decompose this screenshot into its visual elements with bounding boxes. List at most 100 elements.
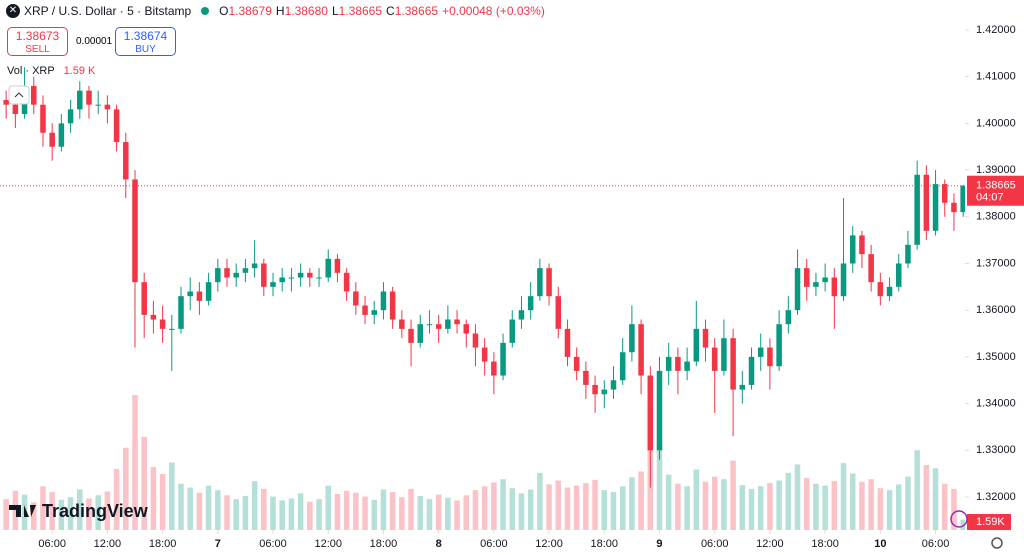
candle-body	[343, 272, 350, 292]
volume-bar	[785, 472, 792, 530]
volume-bar	[251, 481, 258, 530]
volume-bar	[426, 499, 433, 530]
candle-body	[702, 328, 709, 348]
candle-body	[840, 263, 847, 297]
candle-body	[389, 291, 396, 320]
volume-bar	[803, 477, 810, 530]
volume-bar	[684, 486, 690, 530]
candle-body	[472, 333, 479, 348]
x-tick-label: 12:00	[756, 538, 784, 550]
ohlc-value: 1.38680	[284, 4, 328, 18]
candle-body	[794, 268, 801, 311]
candle-body	[86, 90, 92, 105]
volume-bar	[417, 495, 424, 530]
price-tag	[967, 175, 1024, 206]
volume-bar	[389, 492, 396, 530]
candle-body	[932, 184, 939, 231]
collapse-button[interactable]	[8, 85, 30, 105]
volume-bar	[58, 499, 65, 530]
candle-body	[279, 277, 285, 283]
volume-bar	[196, 492, 203, 530]
x-tick-label: 18:00	[370, 538, 398, 550]
candle-body	[711, 347, 718, 371]
logo: TradingView	[9, 501, 149, 521]
volume-bar	[67, 497, 74, 530]
volume-bar	[923, 465, 930, 530]
volume-bar	[702, 481, 709, 530]
status-dot	[201, 7, 210, 15]
candle-body	[730, 338, 736, 390]
candle-body	[454, 319, 460, 325]
x-tick-label: 06:00	[701, 538, 729, 550]
candle-body	[104, 104, 111, 110]
volume-bar	[3, 499, 9, 530]
candle-body	[951, 202, 957, 213]
candle-body	[150, 314, 157, 320]
volume-bar	[555, 480, 562, 530]
candle-body	[555, 296, 562, 329]
volume-bar	[868, 479, 874, 530]
sell-price: 1.38673	[15, 29, 60, 43]
volume-bar	[518, 493, 525, 530]
volume-bar	[564, 487, 571, 530]
candle-body	[941, 184, 948, 203]
volume-tag	[967, 514, 1011, 530]
volume-bar	[537, 472, 543, 530]
candle-body	[261, 263, 267, 287]
candle-body	[67, 109, 74, 124]
volume-bar	[721, 479, 727, 530]
candle-body	[767, 347, 773, 367]
candle-body	[905, 244, 911, 264]
candle-body	[334, 258, 341, 273]
volume-bar	[224, 495, 230, 530]
candle-body	[546, 268, 552, 297]
candle-body	[233, 272, 239, 278]
candle-body	[408, 328, 414, 343]
ohlc-label: H	[275, 4, 285, 18]
volume-bar	[822, 485, 828, 530]
x-tick-label: 9	[656, 538, 662, 550]
volume-bar	[178, 483, 184, 530]
volume-bar	[693, 469, 700, 530]
candle-body	[463, 324, 470, 334]
volume-bar	[739, 485, 746, 530]
candle-body	[601, 389, 608, 395]
candle-body	[380, 291, 387, 311]
volume-bar	[215, 490, 221, 530]
volume-bar	[831, 481, 838, 530]
volume-bar	[187, 487, 193, 530]
candle-body	[923, 174, 930, 231]
candle-body	[868, 254, 874, 283]
candle-body	[95, 104, 101, 106]
assist-icon[interactable]	[950, 510, 968, 528]
buy-button[interactable]: 1.38674 BUY	[115, 27, 176, 56]
volume-bar	[509, 488, 516, 530]
volume-bar	[343, 490, 350, 530]
volume-bar	[270, 496, 276, 530]
chevron	[14, 92, 24, 98]
ohlc-value: 1.38665	[394, 4, 439, 18]
candle-layer	[3, 67, 965, 488]
candle-body	[141, 282, 147, 315]
candle-body	[242, 268, 249, 273]
volume-bar	[463, 495, 470, 530]
buy-price: 1.38674	[123, 29, 168, 43]
volume-bar	[399, 497, 405, 530]
volume-bar	[77, 489, 83, 530]
volume-bar	[656, 445, 663, 530]
candle-body	[123, 142, 129, 180]
volume-bar	[205, 485, 212, 530]
candle-body	[113, 109, 120, 143]
y-tick-label: 1.32000	[976, 491, 1016, 503]
volume-bar	[279, 500, 285, 530]
volume-bar	[454, 500, 460, 530]
candle-body	[426, 324, 433, 326]
candle-body	[721, 338, 727, 371]
sell-button[interactable]: 1.38673 SELL	[7, 27, 68, 56]
volume-bar	[233, 499, 239, 530]
candle-body	[49, 132, 55, 147]
candle-body	[215, 268, 221, 283]
volume-bar	[445, 497, 451, 530]
logo-text: TradingView	[42, 501, 149, 521]
settings-icon[interactable]	[991, 537, 1003, 549]
